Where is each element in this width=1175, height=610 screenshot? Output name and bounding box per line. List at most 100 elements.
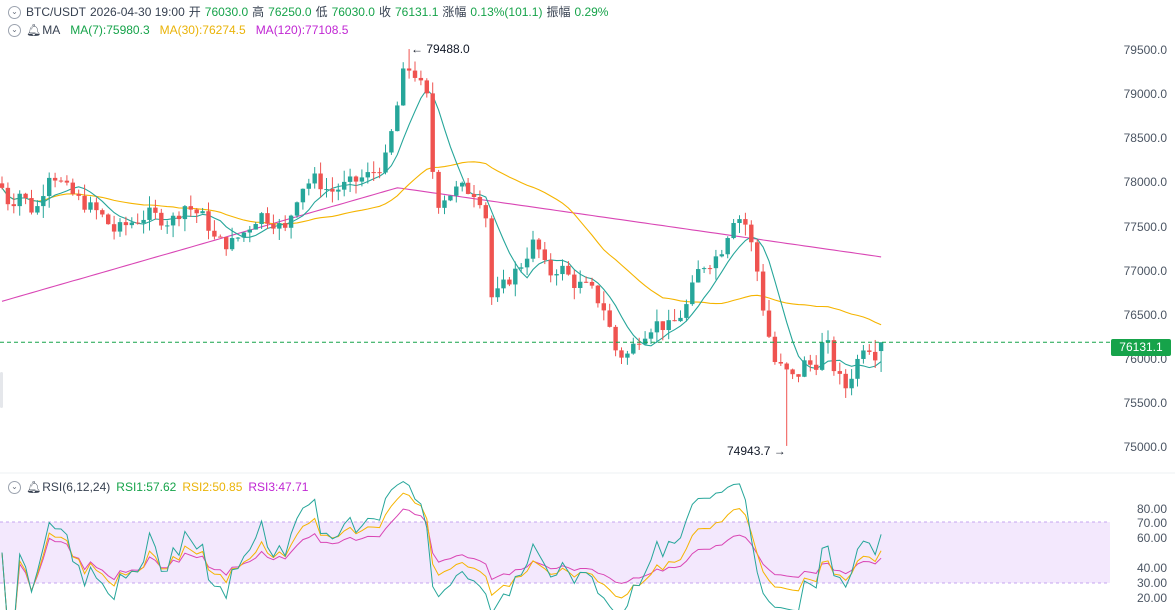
current-price-tag: 76131.1 [1111, 339, 1171, 356]
candle-body [11, 204, 16, 207]
candle-body [182, 206, 188, 220]
price-axis-label: 77000.0 [1123, 264, 1167, 278]
candle-body [176, 215, 182, 220]
candle-body [41, 196, 46, 207]
candle-body [654, 321, 660, 333]
candle-body [648, 332, 654, 339]
candle-body [878, 342, 884, 352]
close-value: 76131.1 [394, 5, 439, 19]
price-axis-label: 76500.0 [1123, 308, 1167, 322]
ohlc-header: ⌄ BTC/USDT 2026-04-30 19:00 开 76030.0 高 76… [8, 4, 612, 20]
bell-icon[interactable]: 🔔︎ [26, 480, 42, 494]
candle-body [548, 260, 553, 276]
candle-body [637, 343, 642, 345]
rsi3-line [1, 508, 882, 610]
candle-body [713, 256, 719, 269]
candle-body [601, 303, 606, 311]
rsi3-value: RSI3:47.71 [248, 480, 309, 494]
candle-body [554, 274, 559, 276]
candle-body [766, 310, 772, 337]
candle-body [336, 189, 341, 192]
candle-body [418, 77, 424, 81]
amplitude-label: 振幅 [546, 5, 571, 19]
candle-body [572, 274, 577, 288]
candle-body [501, 279, 506, 289]
candle-body [755, 242, 760, 272]
ma30-value: MA(30):76274.5 [159, 23, 246, 37]
ma7-value: MA(7):75980.3 [70, 23, 150, 37]
candle-body [442, 200, 447, 208]
candle-body [135, 222, 140, 224]
change-value: 0.13%(101.1) [470, 5, 543, 19]
open-value: 76030.0 [204, 5, 249, 19]
candle-body [70, 182, 75, 194]
candle-body [188, 206, 193, 210]
candle-body [312, 173, 317, 184]
bell-icon[interactable]: 🔔︎ [26, 23, 42, 37]
candle-body [288, 215, 294, 228]
candle-body [206, 211, 211, 231]
candle-body [194, 209, 199, 214]
price-axis-label: 78000.0 [1123, 175, 1167, 189]
chevron-down-icon[interactable]: ⌄ [8, 480, 21, 494]
candle-body [0, 183, 5, 188]
candle-body [88, 202, 93, 210]
candle-body [690, 282, 695, 305]
candle-body [725, 238, 730, 255]
candle-body [843, 373, 848, 389]
candle-body [123, 222, 129, 226]
rsi-label: RSI(6,12,24) [42, 480, 111, 494]
candle-body [212, 230, 217, 237]
ma7-line [1, 88, 882, 369]
high-annotation: ← 79488.0 [411, 42, 470, 56]
rsi-axis-label: 20.00 [1136, 591, 1167, 605]
candle-body [412, 70, 418, 78]
candle-body [371, 172, 376, 174]
candle-body [790, 369, 795, 375]
high-value: 76250.0 [268, 5, 312, 19]
candle-body [395, 105, 400, 132]
candle-body [607, 310, 612, 327]
candle-body [749, 224, 754, 243]
change-label: 涨幅 [442, 5, 467, 19]
candle-body [454, 186, 459, 196]
candle-body [271, 223, 276, 229]
candle-body [430, 93, 435, 172]
high-label: 高 [252, 5, 265, 19]
candle-body [861, 350, 866, 359]
candle-body [642, 338, 648, 345]
candle-body [825, 340, 831, 343]
candle-body [94, 202, 99, 211]
candle-body [424, 80, 429, 94]
price-axis-label: 77500.0 [1123, 220, 1167, 234]
price-axis-label: 78500.0 [1123, 131, 1167, 145]
candle-body [406, 68, 412, 71]
candle-body [589, 281, 595, 286]
low-label: 低 [315, 5, 328, 19]
candle-body [660, 321, 665, 331]
chevron-down-icon[interactable]: ⌄ [8, 23, 21, 37]
candle-body [241, 232, 247, 238]
price-axis-label: 79000.0 [1123, 87, 1167, 101]
candle-body [117, 222, 123, 232]
candle-body [495, 288, 500, 298]
candle-body [778, 362, 783, 364]
candle-body [707, 268, 713, 270]
candle-body [259, 213, 264, 225]
candle-body [471, 193, 477, 198]
rsi-axis-label: 80.00 [1136, 502, 1167, 516]
candle-body [477, 197, 483, 206]
candle-body [743, 219, 748, 225]
candle-body [330, 189, 335, 192]
candle-body [483, 205, 488, 219]
candle-body [613, 326, 618, 351]
candle-body [5, 187, 11, 205]
candle-body [200, 211, 205, 214]
candle-body [566, 265, 571, 275]
drag-handle[interactable] [0, 372, 3, 408]
chevron-down-icon[interactable]: ⌄ [8, 5, 21, 19]
candle-body [731, 223, 736, 239]
low-annotation: 74943.7 → [727, 444, 786, 458]
candle-body [111, 224, 117, 232]
